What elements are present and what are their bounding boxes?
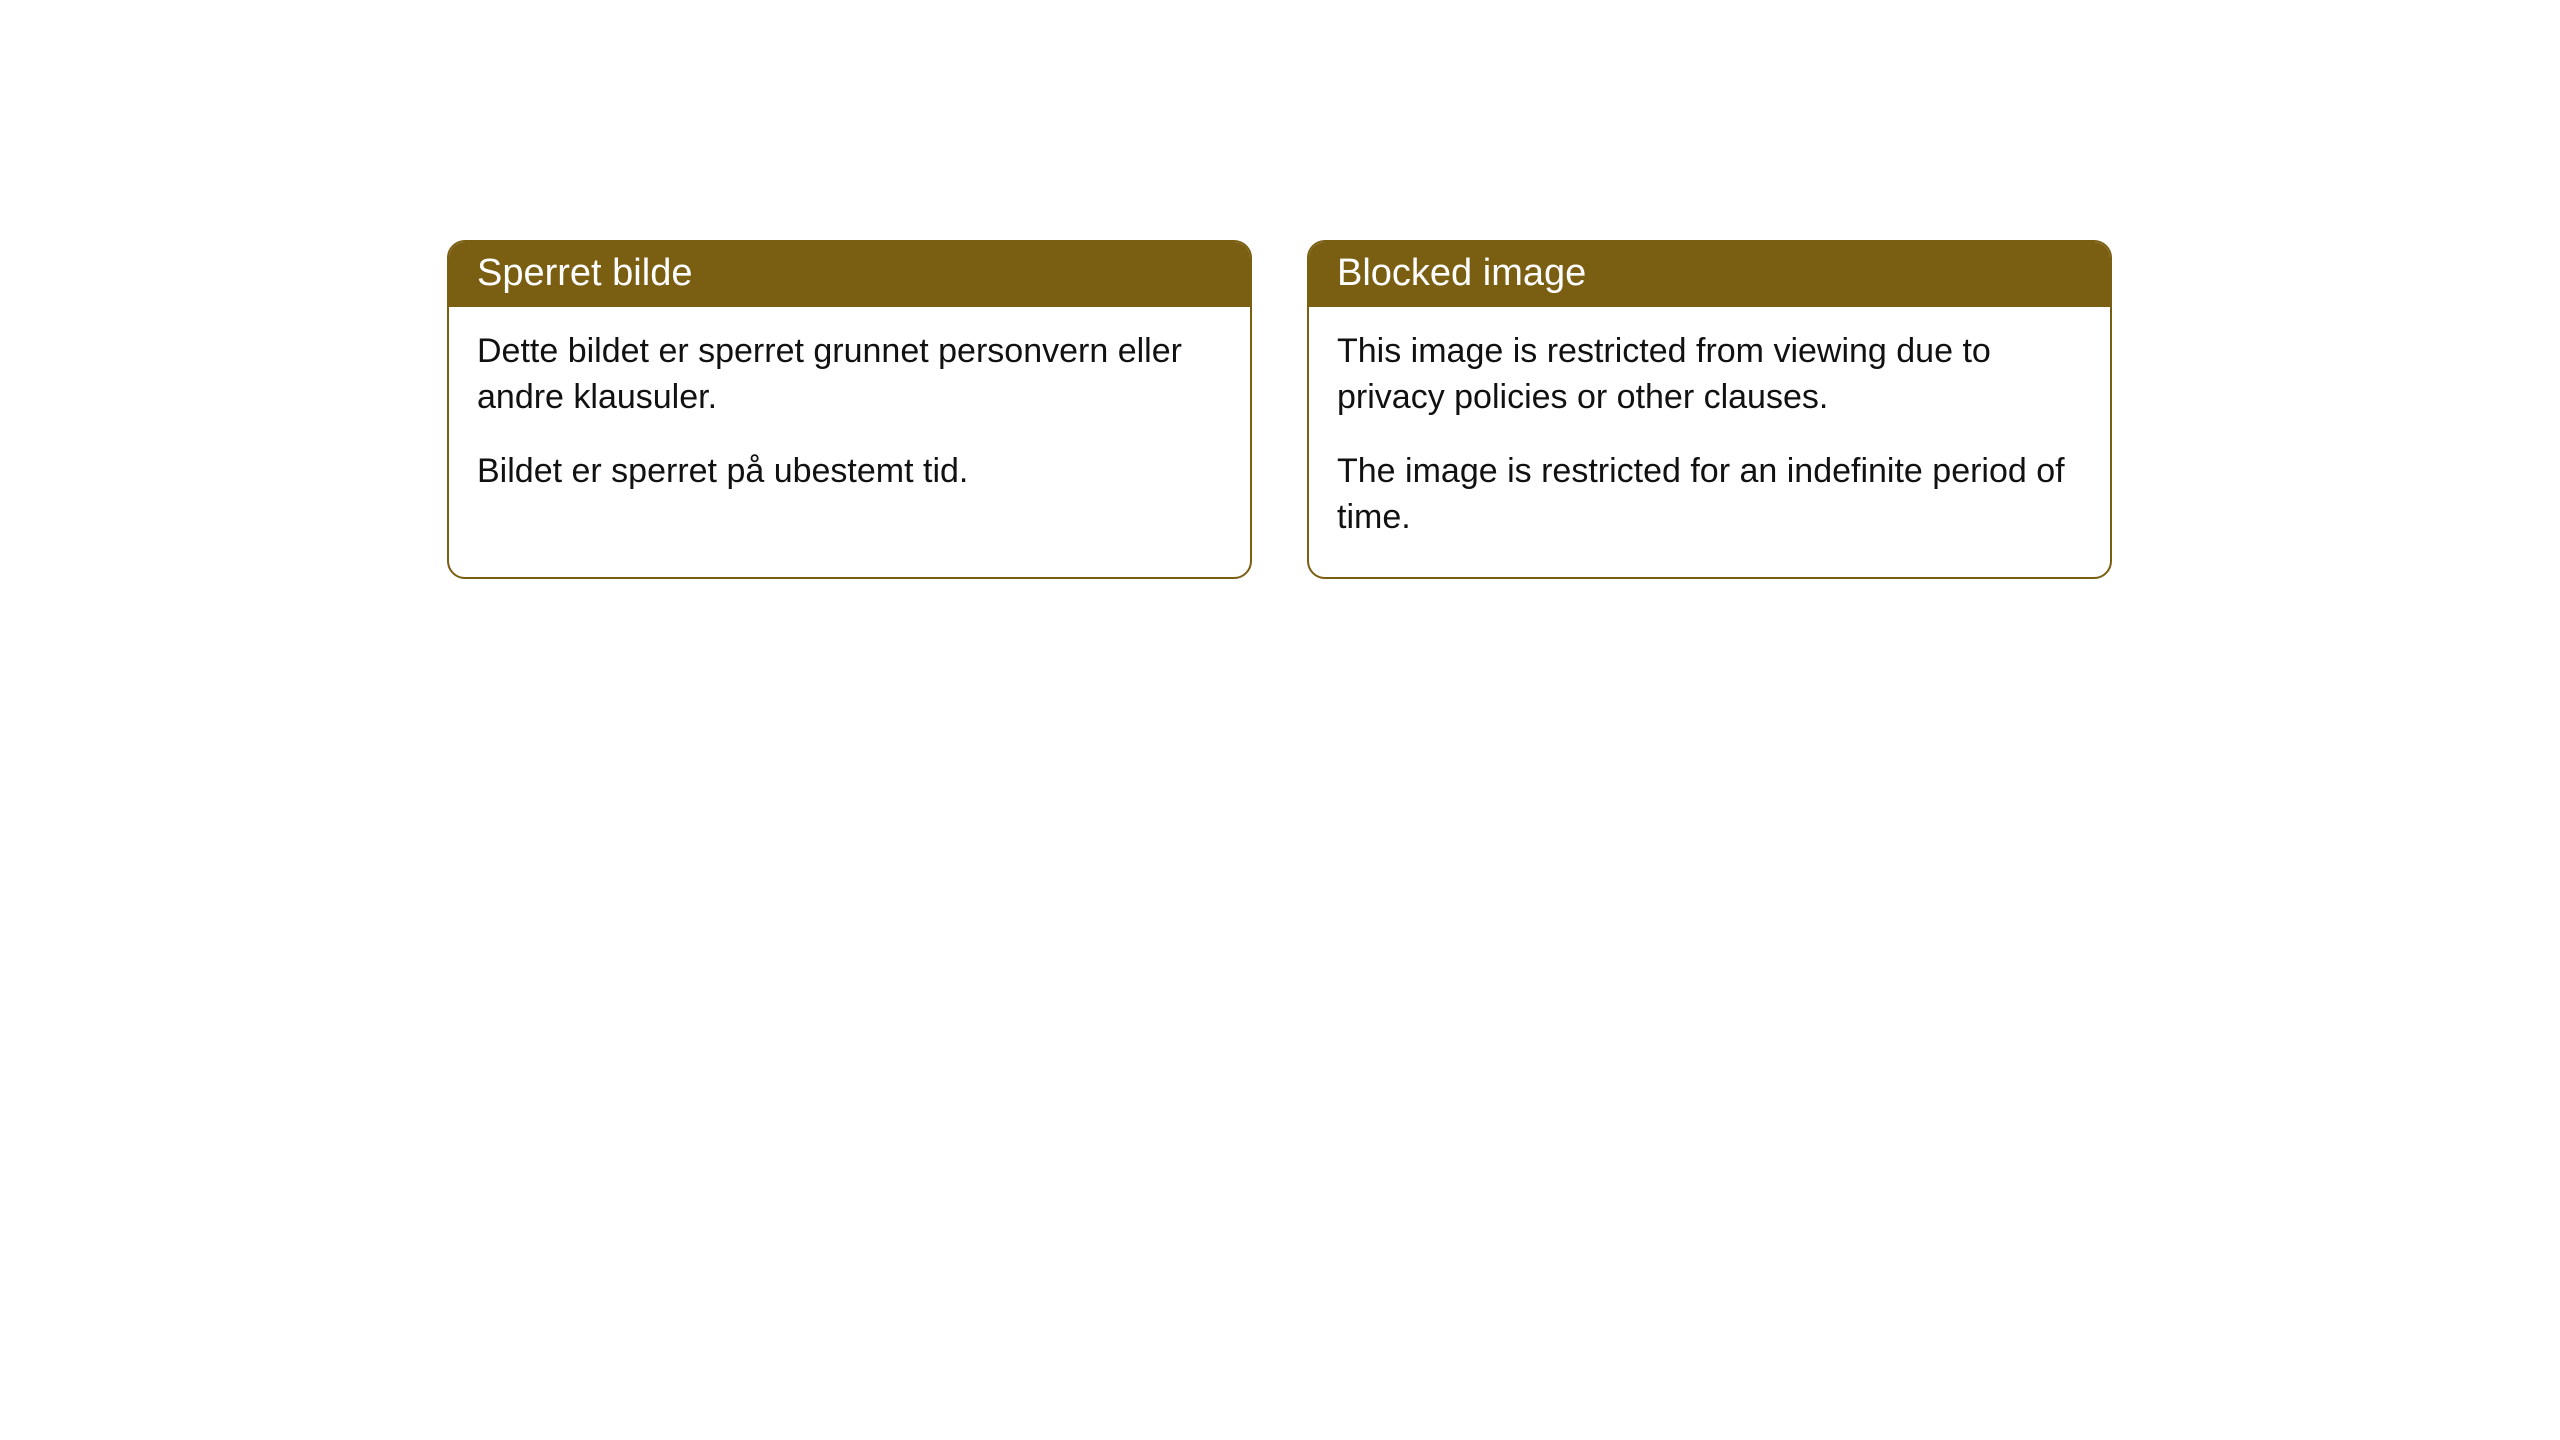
card-paragraph: This image is restricted from viewing du…: [1337, 329, 2082, 421]
card-paragraph: Bildet er sperret på ubestemt tid.: [477, 449, 1222, 495]
notice-container: Sperret bilde Dette bildet er sperret gr…: [447, 240, 2112, 579]
notice-card-english: Blocked image This image is restricted f…: [1307, 240, 2112, 579]
notice-card-norwegian: Sperret bilde Dette bildet er sperret gr…: [447, 240, 1252, 579]
card-title-norwegian: Sperret bilde: [449, 242, 1250, 307]
card-paragraph: Dette bildet er sperret grunnet personve…: [477, 329, 1222, 421]
card-title-english: Blocked image: [1309, 242, 2110, 307]
card-paragraph: The image is restricted for an indefinit…: [1337, 449, 2082, 541]
card-body-norwegian: Dette bildet er sperret grunnet personve…: [449, 307, 1250, 531]
card-body-english: This image is restricted from viewing du…: [1309, 307, 2110, 577]
